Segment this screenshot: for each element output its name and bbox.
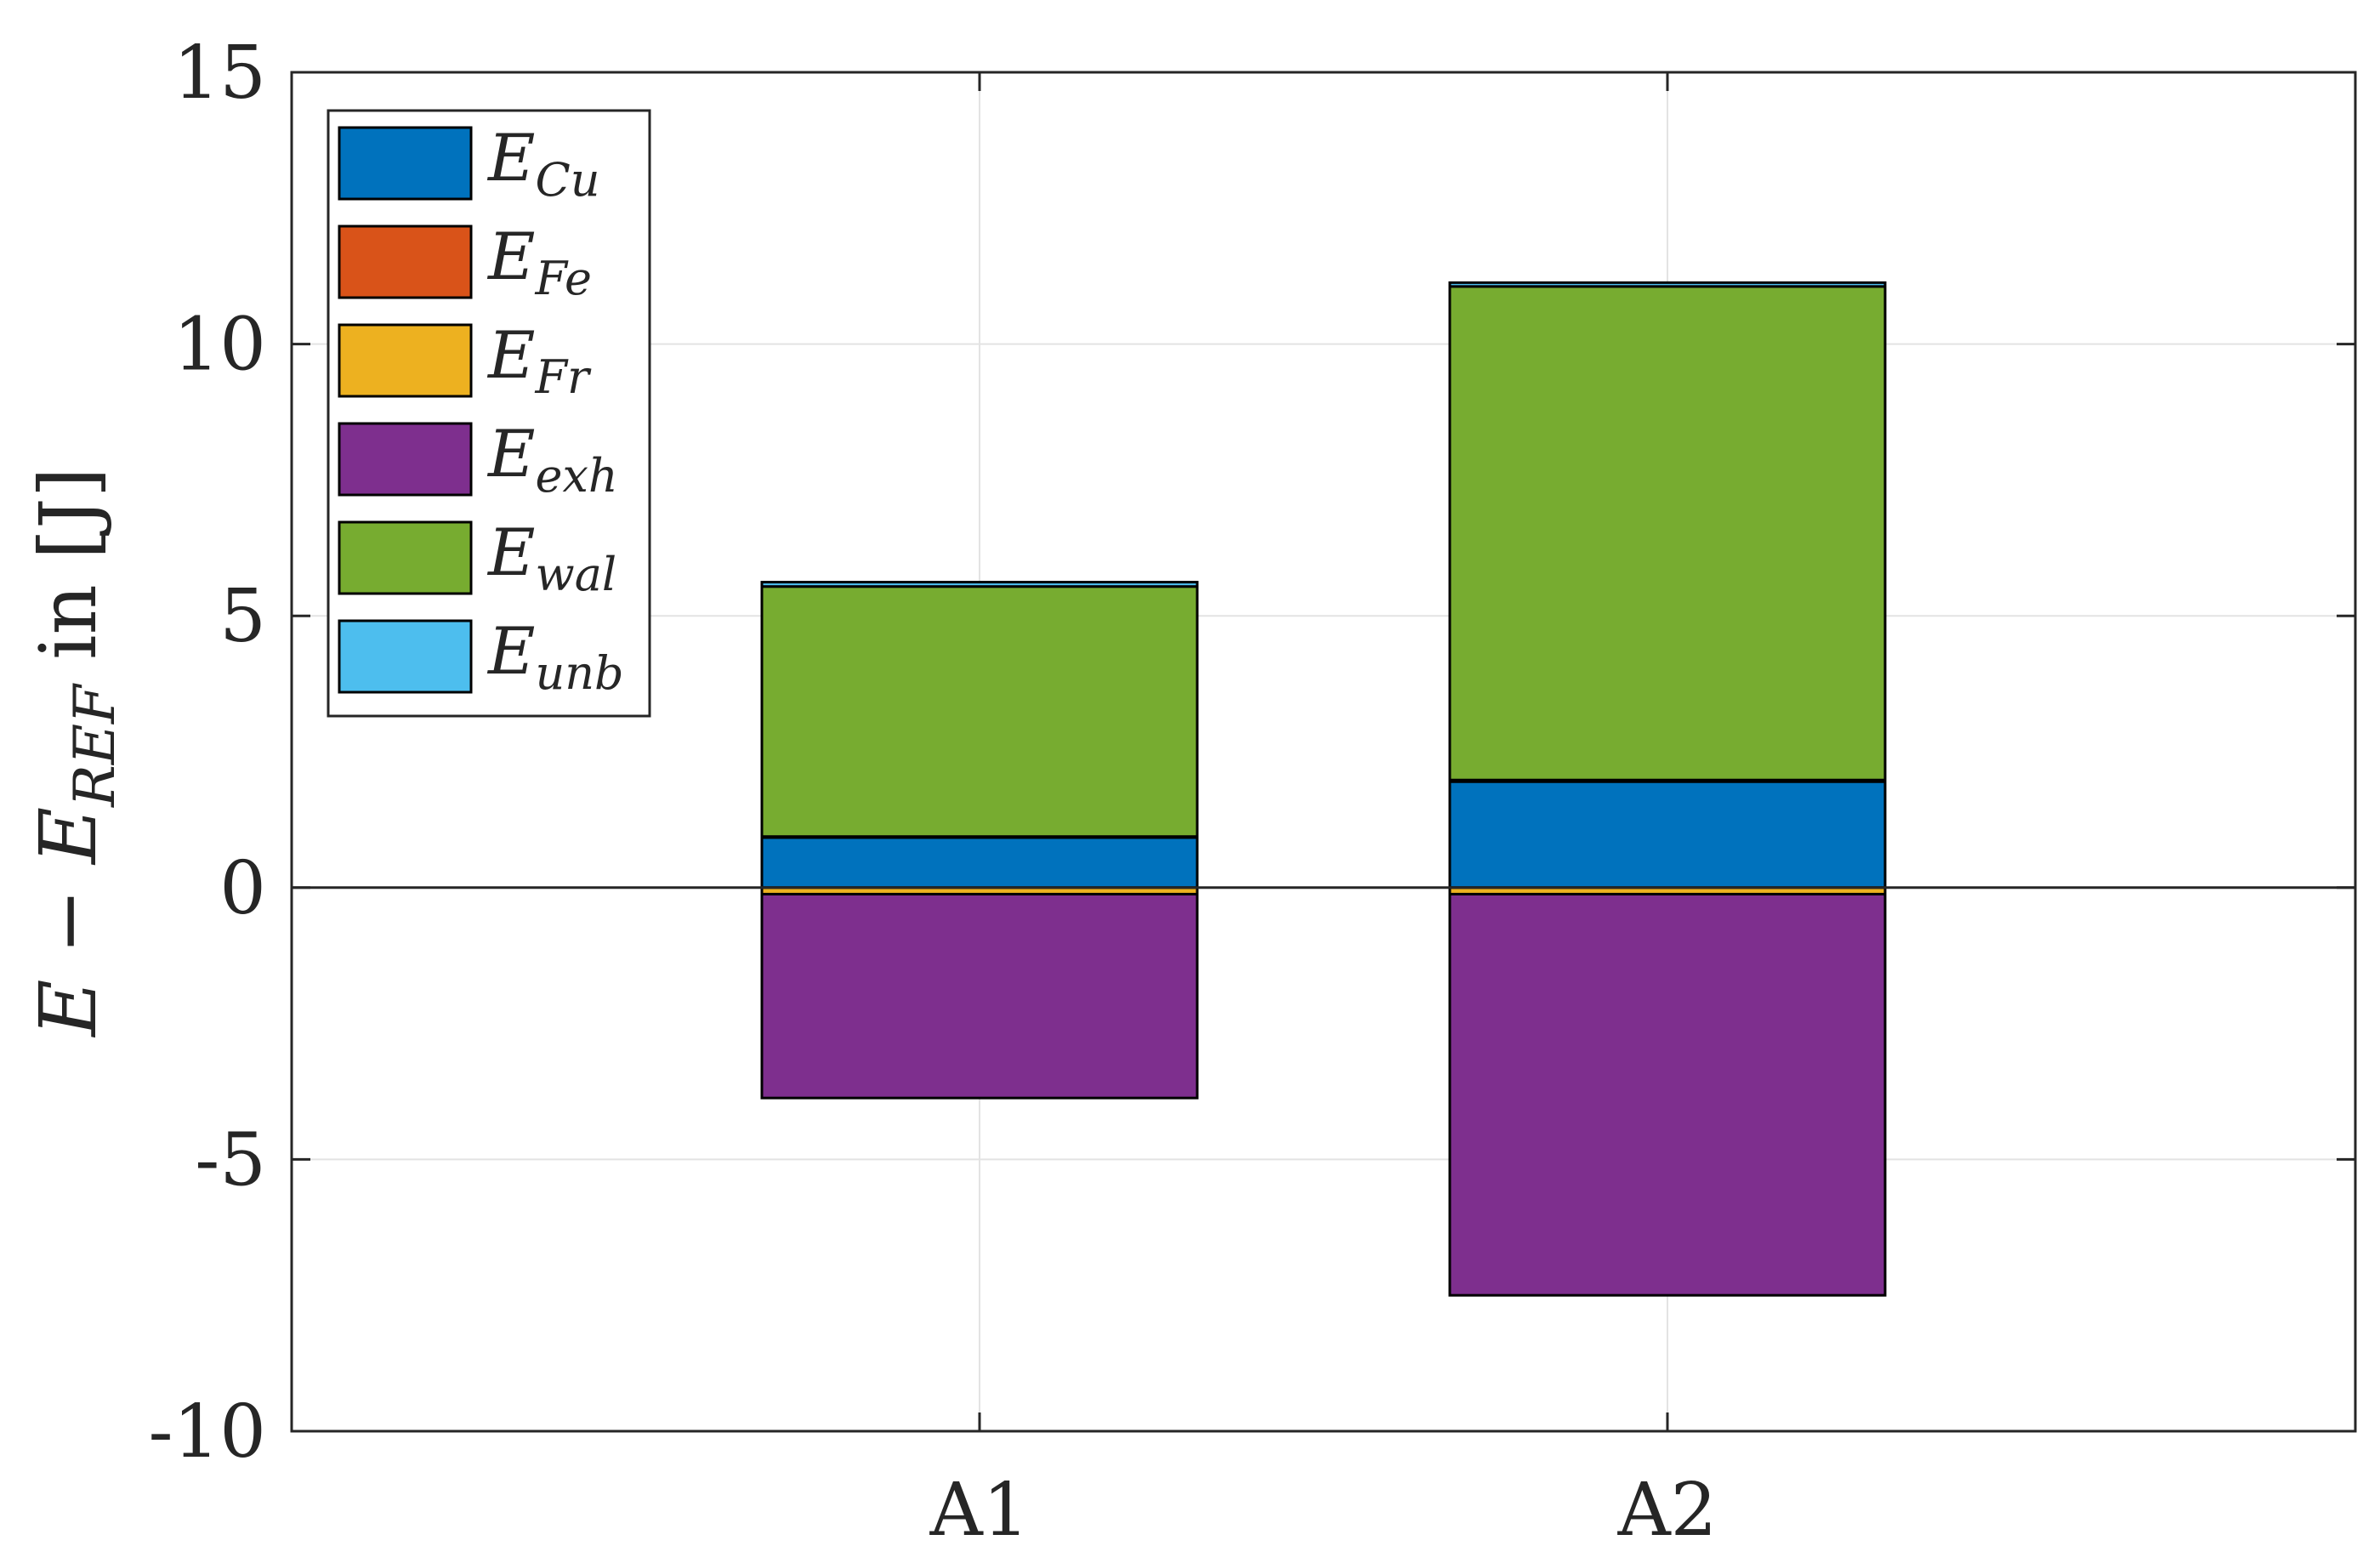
ytick-label-3: 5: [219, 574, 266, 659]
xtick-label-A2: A2: [1617, 1468, 1718, 1553]
legend-label-wal: Ewal: [486, 514, 616, 601]
bar-A2-exh: [1448, 892, 1887, 1297]
legend-swatch-Cu: [338, 126, 473, 201]
ytick-label-2: 0: [219, 846, 266, 931]
ytick-label-0: -10: [149, 1390, 267, 1475]
legend-box: [327, 109, 651, 718]
legend-label-Fe: EFe: [486, 219, 592, 305]
legend-swatch-Fr: [338, 323, 473, 398]
legend-label-unb: Eunb: [486, 613, 624, 700]
bar-A1-Cu: [760, 836, 1199, 889]
legend-label-Fr: EFr: [486, 317, 592, 404]
ytick-label-5: 15: [173, 31, 266, 116]
bar-A2-Cu: [1448, 780, 1887, 889]
bar-A1-wal: [760, 585, 1199, 838]
bar-A1-unb: [760, 581, 1199, 588]
legend-swatch-wal: [338, 520, 473, 595]
y-axis-label: E − EREF in [J]: [23, 467, 128, 1037]
legend-label-Cu: ECu: [486, 120, 600, 207]
bar-A1-exh: [760, 892, 1199, 1100]
legend-swatch-unb: [338, 619, 473, 694]
ytick-label-4: 10: [173, 303, 266, 388]
legend-swatch-Fe: [338, 225, 473, 299]
legend-swatch-exh: [338, 422, 473, 497]
legend: ECu EFe EFr Eexh Ewal Eunb: [327, 109, 651, 718]
axes-box: [290, 71, 2357, 1433]
ytick-label-1: -5: [195, 1117, 266, 1202]
xtick-label-A1: A1: [929, 1468, 1030, 1553]
bar-A2-unb: [1448, 281, 1887, 288]
bar-A2-wal: [1448, 285, 1887, 782]
legend-label-exh: Eexh: [486, 416, 618, 503]
